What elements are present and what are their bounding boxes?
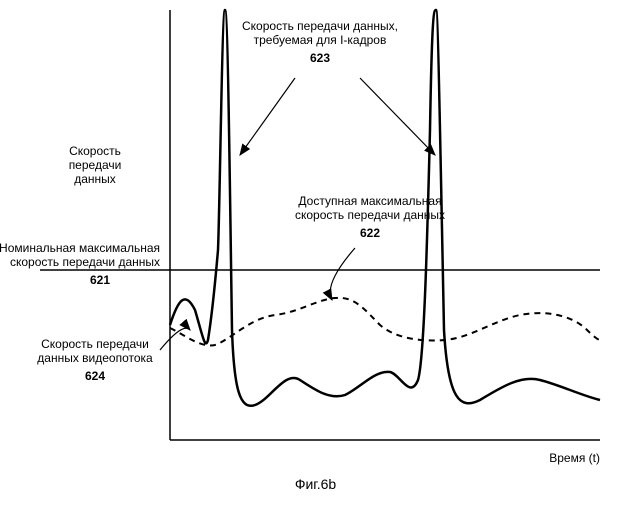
svg-text:Номинальная максимальная: Номинальная максимальная: [0, 241, 160, 255]
x-axis-label: Время (t): [549, 451, 600, 465]
nominal-max-label: Номинальная максимальнаяскорость передач…: [0, 241, 160, 287]
available-max-arrow: [330, 248, 355, 300]
i-frame-arrows: [240, 78, 435, 155]
figure-caption: Фиг.6b: [0, 476, 631, 492]
svg-text:623: 623: [310, 51, 330, 65]
i-frame-label: Скорость передачи данных,требуемая для I…: [242, 19, 398, 65]
series-available-max: [170, 298, 600, 346]
available-max-label: Доступная максимальнаяскорость передачи …: [295, 194, 445, 240]
video-stream-label: Скорость передачиданных видеопотока 624: [37, 337, 153, 383]
svg-text:622: 622: [360, 226, 380, 240]
svg-text:Скорость передачи: Скорость передачи: [41, 337, 149, 351]
chart-svg: Скоростьпередачиданных Время (t) Номинал…: [0, 0, 631, 500]
svg-text:скорость передачи данных: скорость передачи данных: [295, 208, 445, 222]
chart-container: Скоростьпередачиданных Время (t) Номинал…: [0, 0, 631, 500]
svg-text:621: 621: [90, 273, 110, 287]
y-axis-label: Скоростьпередачиданных: [69, 144, 122, 186]
svg-text:Скорость передачи данных,: Скорость передачи данных,: [242, 19, 398, 33]
svg-text:требуемая для I-кадров: требуемая для I-кадров: [254, 33, 387, 47]
svg-text:передачи: передачи: [69, 158, 122, 172]
svg-text:данных видеопотока: данных видеопотока: [37, 351, 153, 365]
svg-text:624: 624: [85, 369, 105, 383]
svg-text:скорость передачи данных: скорость передачи данных: [10, 255, 160, 269]
svg-text:Доступная максимальная: Доступная максимальная: [298, 194, 441, 208]
video-stream-arrow: [160, 328, 190, 350]
svg-text:Скорость: Скорость: [69, 144, 121, 158]
svg-text:данных: данных: [74, 172, 116, 186]
